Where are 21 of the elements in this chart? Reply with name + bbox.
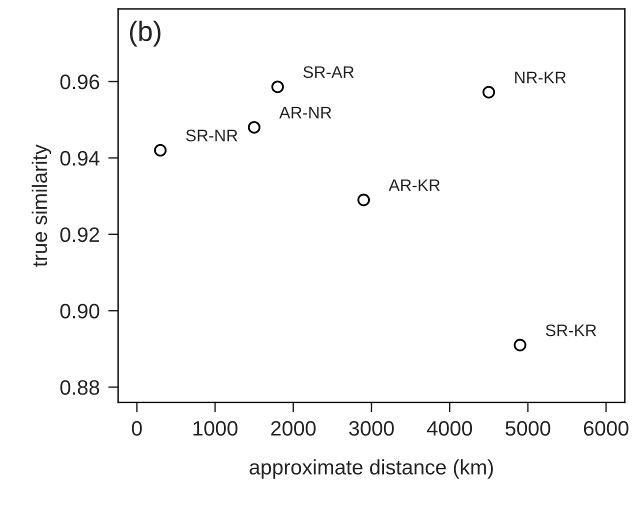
y-tick-label: 0.92: [60, 227, 100, 242]
x-tick-label: 6000: [584, 420, 628, 436]
annotation: SR-AR: [303, 66, 354, 78]
x-tick-label: 3000: [349, 420, 394, 436]
x-axis-title: approximate distance (km): [250, 459, 493, 479]
y-tick-label: 0.96: [60, 74, 100, 90]
y-tick-label: 0.88: [60, 380, 100, 395]
x-tick-label: 4000: [426, 420, 472, 436]
annotation: AR-KR: [388, 179, 440, 191]
x-tick-label: 5000: [506, 420, 550, 436]
x-tick-label: 1000: [193, 420, 238, 436]
annotation: SR-KR: [546, 324, 596, 336]
y-tick-label: 0.94: [60, 150, 100, 166]
annotation: AR-NR: [279, 106, 332, 118]
x-tick-label: 0: [132, 420, 142, 436]
y-tick-label: 0.90: [60, 304, 100, 318]
annotation: NR-KR: [515, 72, 566, 84]
annotation: SR-NR: [186, 130, 238, 142]
x-tick-label: 2000: [271, 420, 316, 436]
y-axis-title: true similarity: [32, 144, 52, 267]
annotation: (b): [130, 20, 160, 47]
